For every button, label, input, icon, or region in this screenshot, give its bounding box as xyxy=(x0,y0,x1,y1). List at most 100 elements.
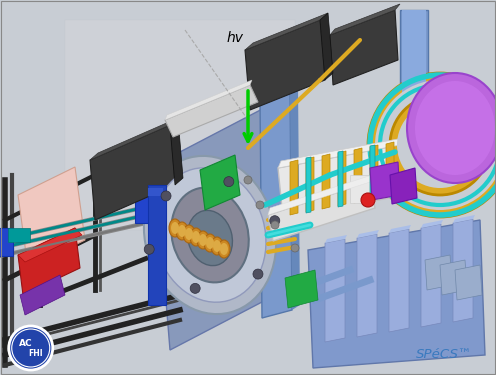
Polygon shape xyxy=(354,148,362,203)
Polygon shape xyxy=(440,260,467,295)
Ellipse shape xyxy=(171,222,179,234)
Ellipse shape xyxy=(192,231,200,243)
Bar xyxy=(65,20,295,230)
Ellipse shape xyxy=(185,228,193,240)
Ellipse shape xyxy=(220,243,228,255)
Circle shape xyxy=(361,193,375,207)
Circle shape xyxy=(253,269,263,279)
Polygon shape xyxy=(330,10,398,85)
Text: hv: hv xyxy=(227,31,244,45)
Circle shape xyxy=(9,326,53,370)
Polygon shape xyxy=(338,151,346,206)
Polygon shape xyxy=(322,154,330,209)
Polygon shape xyxy=(170,118,183,185)
Bar xyxy=(135,195,153,223)
Circle shape xyxy=(161,191,171,201)
Ellipse shape xyxy=(169,219,181,237)
Polygon shape xyxy=(285,270,318,308)
Polygon shape xyxy=(389,229,409,332)
Polygon shape xyxy=(338,151,343,207)
Ellipse shape xyxy=(407,73,496,183)
Polygon shape xyxy=(306,157,311,213)
Polygon shape xyxy=(370,162,400,200)
Ellipse shape xyxy=(218,240,230,258)
Polygon shape xyxy=(268,175,372,215)
Polygon shape xyxy=(245,13,328,50)
Polygon shape xyxy=(357,234,377,337)
Polygon shape xyxy=(325,235,347,243)
Polygon shape xyxy=(20,275,65,315)
Polygon shape xyxy=(245,20,325,110)
Polygon shape xyxy=(90,125,175,220)
Ellipse shape xyxy=(204,234,216,252)
Ellipse shape xyxy=(190,228,202,246)
Polygon shape xyxy=(18,167,85,268)
Polygon shape xyxy=(155,105,285,350)
Polygon shape xyxy=(278,145,405,218)
Circle shape xyxy=(390,95,490,195)
Polygon shape xyxy=(18,228,80,295)
Polygon shape xyxy=(165,80,252,120)
Text: AC: AC xyxy=(19,339,33,348)
Ellipse shape xyxy=(144,156,276,314)
Polygon shape xyxy=(421,220,443,228)
Bar xyxy=(148,188,163,196)
Ellipse shape xyxy=(171,188,249,282)
Polygon shape xyxy=(370,145,375,201)
Polygon shape xyxy=(386,142,394,197)
Polygon shape xyxy=(18,228,82,262)
Text: SPéCS™: SPéCS™ xyxy=(416,348,472,361)
Polygon shape xyxy=(260,90,292,318)
Polygon shape xyxy=(306,157,314,212)
Circle shape xyxy=(291,244,299,252)
Circle shape xyxy=(256,201,264,209)
Ellipse shape xyxy=(178,225,186,237)
Polygon shape xyxy=(455,265,482,300)
Ellipse shape xyxy=(199,234,207,246)
Polygon shape xyxy=(357,230,379,238)
Polygon shape xyxy=(325,239,345,342)
Ellipse shape xyxy=(197,231,209,249)
Polygon shape xyxy=(453,219,473,322)
Circle shape xyxy=(368,73,496,217)
Circle shape xyxy=(270,216,280,226)
Polygon shape xyxy=(370,145,378,200)
Polygon shape xyxy=(290,85,300,310)
Ellipse shape xyxy=(211,237,223,255)
Circle shape xyxy=(190,284,200,293)
Bar xyxy=(350,175,375,203)
Bar xyxy=(400,10,428,150)
Polygon shape xyxy=(421,224,441,327)
Ellipse shape xyxy=(176,222,188,240)
Ellipse shape xyxy=(183,225,195,243)
Polygon shape xyxy=(90,118,178,160)
Text: FHI: FHI xyxy=(28,348,43,357)
Circle shape xyxy=(144,244,154,254)
Ellipse shape xyxy=(154,168,266,302)
Polygon shape xyxy=(268,182,375,241)
Polygon shape xyxy=(320,13,333,80)
Polygon shape xyxy=(165,85,258,137)
Polygon shape xyxy=(390,168,417,204)
Polygon shape xyxy=(389,225,411,233)
Ellipse shape xyxy=(415,81,495,175)
Polygon shape xyxy=(425,255,452,290)
Bar xyxy=(402,10,426,150)
Polygon shape xyxy=(278,138,403,168)
Polygon shape xyxy=(453,215,475,223)
Polygon shape xyxy=(290,160,298,215)
Ellipse shape xyxy=(213,240,221,252)
Circle shape xyxy=(224,177,234,187)
Circle shape xyxy=(271,221,279,229)
Bar xyxy=(8,228,30,242)
Polygon shape xyxy=(200,155,240,210)
Circle shape xyxy=(397,102,483,188)
Bar xyxy=(65,20,295,230)
Circle shape xyxy=(375,80,496,210)
Circle shape xyxy=(244,176,252,184)
Ellipse shape xyxy=(187,210,233,266)
Polygon shape xyxy=(330,4,400,35)
Polygon shape xyxy=(308,220,485,368)
Bar xyxy=(0,228,13,256)
Bar xyxy=(148,185,166,305)
